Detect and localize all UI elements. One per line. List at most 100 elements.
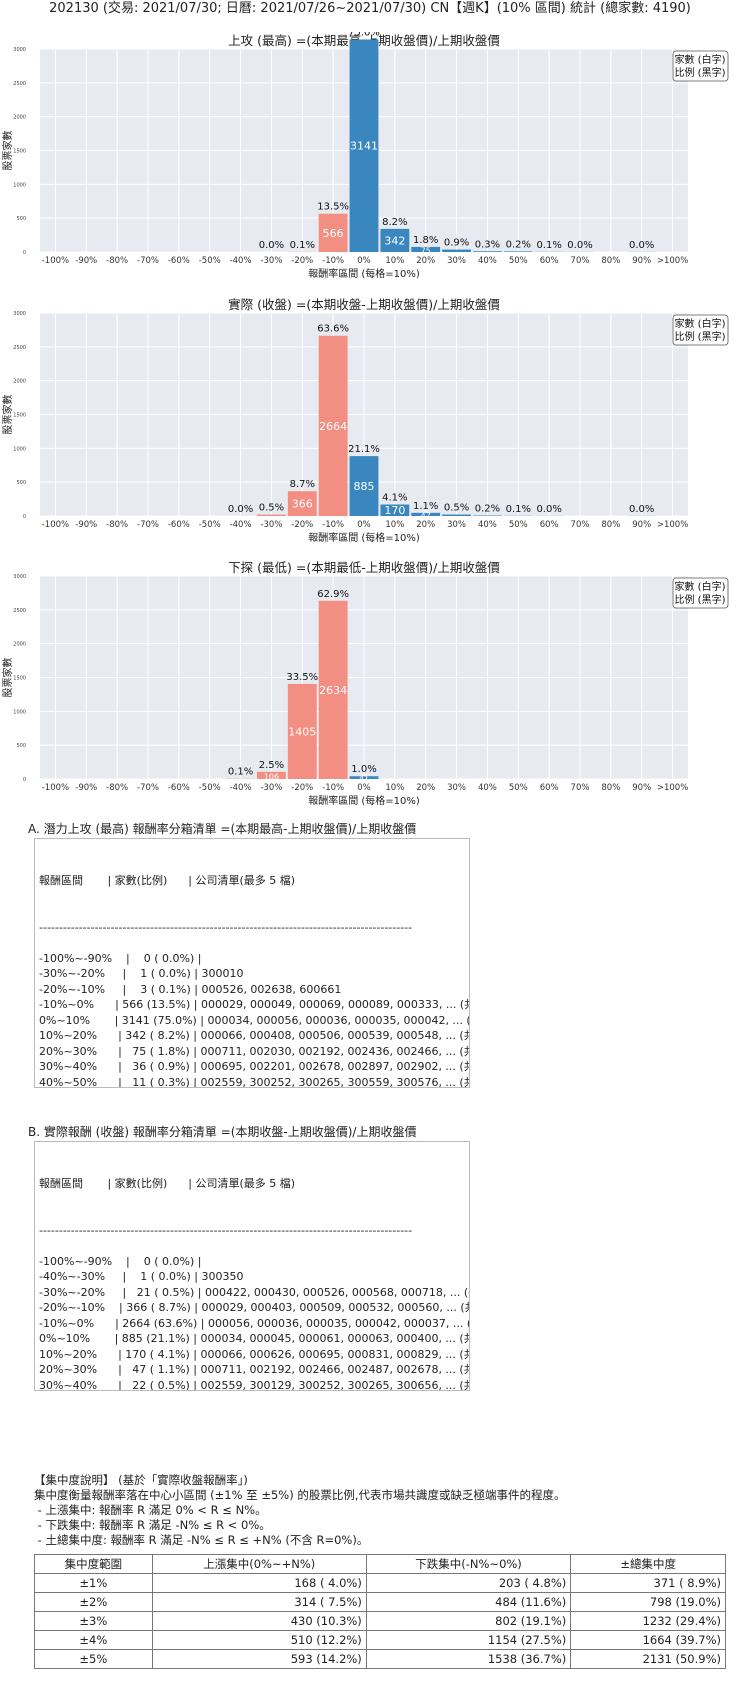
table-row: ±1% 168 ( 4.0%) 203 ( 4.8%) 371 ( 8.9%) (34, 1573, 726, 1593)
bar-pct-label: 8.2% (382, 217, 407, 228)
y-tick-label: 2000 (13, 379, 26, 385)
table-header-cell: ±總集中度 (570, 1554, 726, 1574)
list-row: 10%~20% | 342 ( 8.2%) | 000066, 000408, … (39, 1029, 469, 1042)
y-tick-label: 1500 (13, 676, 26, 682)
list-b-box: 報酬區間 | 家數(比例) | 公司清單(最多 5 檔) -----------… (34, 1141, 470, 1391)
x-axis-label: 報酬率區間 (每格=10%) (308, 531, 420, 544)
y-tick-label: 1000 (13, 446, 26, 452)
bar-pct-label: 0.2% (506, 239, 531, 250)
x-tick-label: 20% (416, 256, 435, 266)
table-row: ±5% 593 (14.2%) 1538 (36.7%) 2131 (50.9%) (34, 1649, 726, 1669)
x-tick-label: -50% (199, 256, 221, 266)
x-tick-label: 30% (447, 520, 466, 530)
legend-box: 家數 (白字)比例 (黑字) (672, 50, 729, 82)
x-tick-label: 40% (478, 520, 497, 530)
bar-pct-label: 2.5% (259, 760, 284, 771)
x-axis-label: 報酬率區間 (每格=10%) (308, 267, 420, 280)
table-header-cell: 上漲集中(0%~+N%) (151, 1554, 367, 1574)
concentration-table-header: 集中度範圍 上漲集中(0%~+N%) 下跌集中(-N%~0%) ±總集中度 (34, 1554, 726, 1574)
y-axis-label: 股票家數 (1, 658, 14, 698)
bar (318, 213, 348, 252)
bar-pct-label: 33.5% (286, 672, 318, 683)
y-tick-label: 1000 (13, 182, 26, 188)
x-tick-label: -100% (42, 783, 69, 793)
x-tick-label: -90% (75, 783, 97, 793)
list-row: 0%~10% | 885 (21.1%) | 000034, 000045, 0… (39, 1332, 469, 1345)
bar (318, 600, 348, 779)
x-tick-label: 80% (601, 520, 620, 530)
bar-pct-label: 0.1% (506, 504, 531, 515)
x-tick-label: 80% (601, 256, 620, 266)
table-row: ±3% 430 (10.3%) 802 (19.1%) 1232 (29.4%) (34, 1611, 726, 1631)
legend-count-label: 家數 (白字) (675, 580, 726, 593)
x-tick-label: -60% (168, 256, 190, 266)
chart-close: 實際 (收盤) =(本期收盤-上期收盤價)/上期收盤價 0 500 1000 1500 2… (1, 297, 729, 544)
bar (349, 456, 379, 516)
chart-title: 下探 (最低) =(本期最低-上期收盤價)/上期收盤價 (228, 560, 500, 575)
y-tick-label: 1500 (13, 149, 26, 155)
table-cell: 430 (10.3%) (151, 1611, 367, 1631)
y-axis-label: 股票家數 (1, 131, 14, 171)
bar-count-label: 47 (421, 511, 431, 520)
x-tick-label: -10% (322, 256, 344, 266)
x-tick-label: -30% (260, 256, 282, 266)
page-title: 202130 (交易: 2021/07/30; 日曆: 2021/07/26~2… (49, 1, 691, 16)
table-cell: 168 ( 4.0%) (151, 1573, 367, 1593)
bar-pct-label: 21.1% (348, 444, 380, 455)
x-tick-label: -100% (42, 256, 69, 266)
explanation-line: 集中度衡量報酬率落在中心小區間 (±1% 至 ±5%) 的股票比例,代表市場共識… (34, 1488, 566, 1502)
x-tick-label: 50% (509, 520, 528, 530)
table-cell: ±5% (34, 1649, 153, 1669)
y-tick-label: 3000 (13, 47, 26, 53)
y-tick-label: 0 (23, 250, 26, 256)
x-tick-label: >100% (657, 783, 688, 793)
x-tick-label: 0% (357, 520, 371, 530)
x-tick-label: 30% (447, 783, 466, 793)
list-row: 20%~30% | 75 ( 1.8%) | 000711, 002030, 0… (39, 1044, 470, 1058)
concentration-explanation: 【集中度說明】 (基於「實際收盤報酬率」) 集中度衡量報酬率落在中心小區間 (±1… (34, 1473, 714, 1548)
x-tick-label: -50% (199, 783, 221, 793)
x-tick-label: -90% (75, 256, 97, 266)
y-tick-label: 500 (16, 480, 26, 486)
x-tick-label: 60% (540, 520, 559, 530)
explanation-line: - 上漲集中: 報酬率 R 滿足 0% < R ≤ N%。 (34, 1503, 267, 1517)
x-tick-label: -70% (137, 520, 159, 530)
bar-pct-label: 1.0% (351, 764, 376, 775)
legend-ratio-label: 比例 (黑字) (675, 66, 726, 79)
bar-count-label: 3141 (350, 140, 378, 153)
y-tick-label: 2500 (13, 608, 26, 614)
table-cell: ±3% (34, 1611, 153, 1631)
bar-pct-label: 62.9% (317, 589, 349, 600)
y-axis-label: 股票家數 (1, 395, 14, 435)
y-tick-label: 2000 (13, 115, 26, 121)
list-a-header: 報酬區間 | 家數(比例) | 公司清單(最多 5 檔) (39, 874, 296, 887)
table-cell: 1538 (36.7%) (365, 1649, 572, 1669)
explanation-line: - 土總集中度: 報酬率 R 滿足 -N% ≤ R ≤ +N% (不含 R=0%… (34, 1533, 369, 1547)
list-b-title: B. 實際報酬 (收盤) 報酬率分箱清單 =(本期收盤-上期收盤價)/上期收盤價 (28, 1125, 417, 1139)
y-tick-label: 0 (23, 777, 26, 783)
x-tick-label: -20% (291, 256, 313, 266)
chart-high: 上攻 (最高) =(本期最高-上期收盤價)/上期收盤價0500100015002… (1, 32, 729, 280)
legend-frame (672, 50, 729, 82)
bar-count-label: 2634 (319, 684, 347, 697)
bar-pct-label: 4.1% (382, 492, 407, 503)
bar (442, 514, 471, 516)
x-tick-label: -80% (106, 783, 128, 793)
x-tick-label: 50% (509, 783, 528, 793)
list-row: -10%~0% | 2664 (63.6%) | 000056, 000036,… (39, 1316, 469, 1330)
legend-frame (672, 314, 729, 346)
x-tick-label: 10% (385, 256, 404, 266)
y-tick-label: 500 (16, 743, 26, 749)
list-b-header: 報酬區間 | 家數(比例) | 公司清單(最多 5 檔) (39, 1177, 296, 1190)
legend-frame (672, 577, 729, 609)
chart-low: 下探 (最低) =(本期最低-上期收盤價)/上期收盤價 0 500 1000 1500 2… (1, 560, 729, 807)
x-tick-label: -30% (260, 783, 282, 793)
x-tick-label: 40% (478, 783, 497, 793)
bar-count-label: 342 (384, 234, 405, 247)
list-row: 30%~40% | 22 ( 0.5%) | 002559, 300129, 3… (39, 1378, 470, 1391)
x-tick-label: 20% (416, 520, 435, 530)
table-cell: 593 (14.2%) (151, 1649, 367, 1669)
legend-ratio-label: 比例 (黑字) (675, 593, 726, 606)
list-a-box: 報酬區間 | 家數(比例) | 公司清單(最多 5 檔) -----------… (34, 838, 470, 1088)
bar-pct-label: 0.0% (228, 504, 253, 515)
